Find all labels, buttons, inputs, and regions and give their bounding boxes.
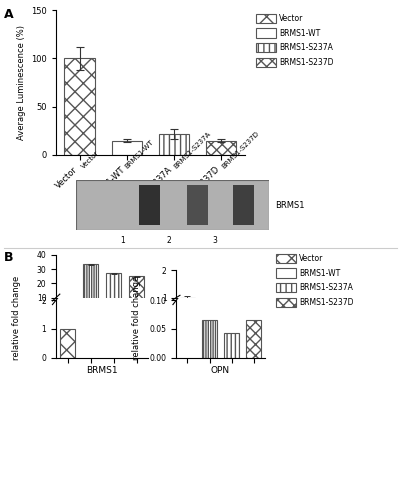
Bar	[233, 185, 254, 225]
Text: BRMS1: BRMS1	[87, 366, 118, 375]
Text: 3: 3	[212, 236, 217, 245]
Legend: Vector, BRMS1-WT, BRMS1-S237A, BRMS1-S237D: Vector, BRMS1-WT, BRMS1-S237A, BRMS1-S23…	[277, 254, 354, 307]
Y-axis label: Average Luminescence (%): Average Luminescence (%)	[17, 25, 26, 140]
Text: relative fold change: relative fold change	[12, 276, 20, 359]
Text: BRMS1-S237A: BRMS1-S237A	[172, 131, 212, 170]
Bar	[203, 320, 217, 358]
Text: 2: 2	[166, 236, 171, 245]
Bar	[206, 140, 236, 155]
Bar	[225, 334, 239, 357]
Text: relative fold change: relative fold change	[132, 276, 141, 359]
Bar	[180, 298, 194, 325]
Text: 1: 1	[120, 236, 125, 245]
Text: B: B	[4, 251, 14, 264]
Bar	[187, 185, 208, 225]
Bar	[65, 58, 95, 155]
Bar	[60, 329, 75, 358]
Bar	[83, 264, 98, 312]
Bar	[111, 140, 142, 155]
Text: OPN: OPN	[211, 366, 230, 375]
Text: BRMS1-WT: BRMS1-WT	[124, 139, 155, 170]
Bar	[130, 276, 144, 312]
Text: A: A	[4, 8, 14, 20]
Text: BRMS1-S237D: BRMS1-S237D	[221, 130, 260, 170]
Bar	[247, 320, 261, 358]
Legend: Vector, BRMS1-WT, BRMS1-S237A, BRMS1-S237D: Vector, BRMS1-WT, BRMS1-S237A, BRMS1-S23…	[257, 14, 334, 67]
Bar	[159, 134, 189, 155]
Bar	[106, 274, 121, 312]
Text: Vector: Vector	[80, 150, 100, 170]
Bar	[139, 185, 160, 225]
Text: BRMS1: BRMS1	[275, 200, 304, 209]
